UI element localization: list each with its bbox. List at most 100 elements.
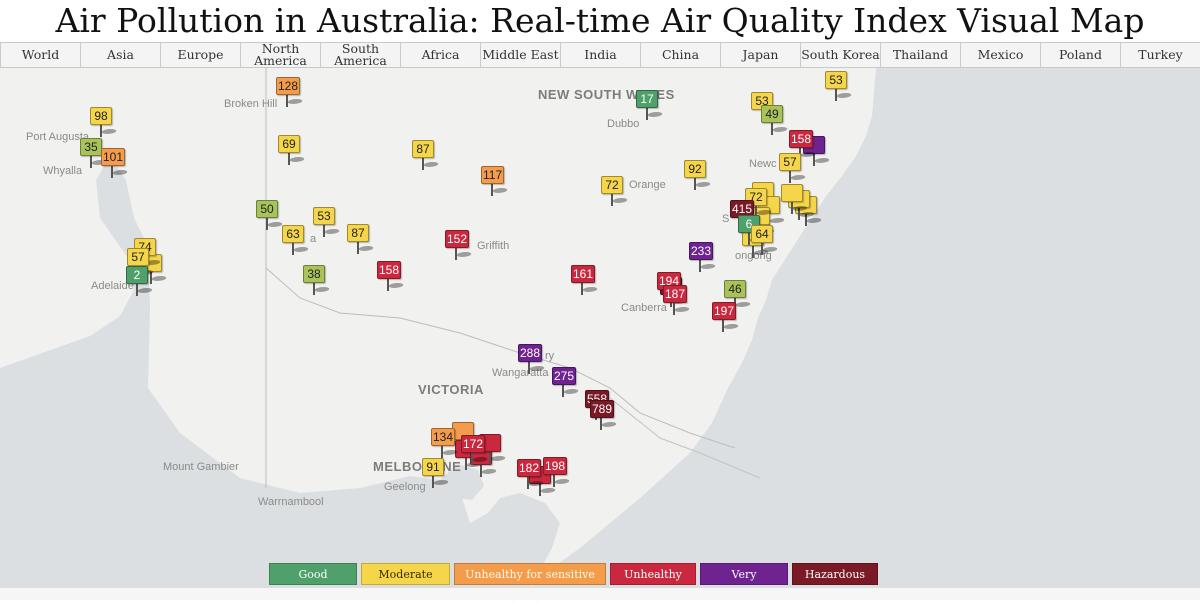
aqi-marker[interactable]: 187 <box>663 285 691 315</box>
aqi-marker[interactable]: 172 <box>461 435 489 465</box>
aqi-marker[interactable]: 233 <box>689 242 717 272</box>
page-title: Air Pollution in Australia: Real-time Ai… <box>55 1 1145 40</box>
aqi-marker[interactable]: 197 <box>712 302 740 332</box>
aqi-value: 49 <box>761 105 783 123</box>
tab-japan[interactable]: Japan <box>721 43 801 67</box>
aqi-value: 288 <box>518 344 543 362</box>
tab-africa[interactable]: Africa <box>401 43 481 67</box>
aqi-value: 233 <box>689 242 714 260</box>
aqi-marker[interactable]: 117 <box>481 166 509 196</box>
legend-unhealthy-sensitive[interactable]: Unhealthy for sensitive groups <box>454 563 606 603</box>
aqi-value: 72 <box>601 176 623 194</box>
aqi-value: 91 <box>422 458 444 476</box>
aqi-marker[interactable]: 53 <box>313 207 341 237</box>
tab-poland[interactable]: Poland <box>1041 43 1121 67</box>
aqi-marker-cluster[interactable] <box>781 184 809 214</box>
aqi-marker[interactable]: 50 <box>256 200 284 230</box>
aqi-marker[interactable]: 49 <box>761 105 789 135</box>
aqi-marker[interactable]: 35 <box>80 138 108 168</box>
aqi-value: 172 <box>461 435 486 453</box>
legend-moderate[interactable]: Moderate <box>361 563 450 585</box>
aqi-value: 275 <box>552 367 577 385</box>
aqi-marker[interactable]: 182 <box>517 459 545 489</box>
aqi-value: 63 <box>282 225 304 243</box>
aqi-value: 53 <box>825 71 847 89</box>
aqi-marker[interactable]: 288 <box>518 344 546 374</box>
place-griffith: Griffith <box>477 240 510 252</box>
aqi-value: 152 <box>445 230 470 248</box>
aqi-value: 17 <box>636 90 658 108</box>
aqi-value: 98 <box>90 107 112 125</box>
aqi-marker[interactable]: 161 <box>571 265 599 295</box>
aqi-marker[interactable]: 87 <box>347 224 375 254</box>
aqi-marker[interactable]: 38 <box>303 265 331 295</box>
aqi-marker[interactable]: 158 <box>377 261 405 291</box>
aqi-value: 197 <box>712 302 737 320</box>
tab-world[interactable]: World <box>0 43 81 67</box>
aqi-marker[interactable]: 63 <box>282 225 310 255</box>
ocean-south <box>0 156 560 588</box>
place-whyalla: Whyalla <box>43 165 83 177</box>
aqi-value: 57 <box>779 153 801 171</box>
aqi-marker[interactable]: 134 <box>431 428 459 458</box>
tab-india[interactable]: India <box>561 43 641 67</box>
aqi-marker[interactable]: 152 <box>445 230 473 260</box>
aqi-marker[interactable]: 17 <box>636 90 664 120</box>
aqi-value: 789 <box>590 400 615 418</box>
tab-south-america[interactable]: South America <box>321 43 401 67</box>
aqi-value: 38 <box>303 265 325 283</box>
place-orange: Orange <box>629 179 666 191</box>
aqi-value: 87 <box>412 140 434 158</box>
legend-hazardous[interactable]: Hazardous <box>792 563 878 585</box>
aqi-marker[interactable]: 92 <box>684 160 712 190</box>
place-geelong: Geelong <box>384 481 426 493</box>
aqi-value: 198 <box>543 457 568 475</box>
highway <box>609 397 761 479</box>
map-base <box>0 68 1200 588</box>
aqi-marker[interactable]: 198 <box>543 457 571 487</box>
aqi-value: 158 <box>789 130 814 148</box>
tab-europe[interactable]: Europe <box>161 43 241 67</box>
legend-unhealthy[interactable]: Unhealthy <box>610 563 696 585</box>
tab-south-korea[interactable]: South Korea <box>801 43 881 67</box>
aqi-map[interactable]: NEW SOUTH WALES VICTORIA Port Augusta Wh… <box>0 68 1200 588</box>
tab-thailand[interactable]: Thailand <box>881 43 961 67</box>
aqi-marker[interactable]: 57 <box>779 153 807 183</box>
legend-very-unhealthy[interactable]: Very Unhealthy <box>700 563 788 603</box>
aqi-marker[interactable]: 789 <box>590 400 618 430</box>
aqi-marker[interactable]: 128 <box>276 77 304 107</box>
aqi-value: 187 <box>663 285 688 303</box>
tab-north-america[interactable]: North America <box>241 43 321 67</box>
aqi-value: 158 <box>377 261 402 279</box>
region-tabs: World Asia Europe North America South Am… <box>0 42 1200 68</box>
legend-good[interactable]: Good <box>269 563 357 585</box>
tab-turkey[interactable]: Turkey <box>1138 47 1183 62</box>
aqi-marker[interactable]: 91 <box>422 458 450 488</box>
aqi-marker[interactable]: 69 <box>278 135 306 165</box>
place-mount-gambier: Mount Gambier <box>163 461 239 473</box>
aqi-marker[interactable]: 72 <box>601 176 629 206</box>
aqi-value: 50 <box>256 200 278 218</box>
aqi-marker[interactable]: 275 <box>552 367 580 397</box>
aqi-value: 134 <box>431 428 456 446</box>
aqi-marker[interactable]: 158 <box>789 130 817 160</box>
tab-china[interactable]: China <box>641 43 721 67</box>
place-sydney: S <box>722 213 730 225</box>
aqi-legend: Good Moderate Unhealthy for sensitive gr… <box>269 563 878 603</box>
tab-asia[interactable]: Asia <box>81 43 161 67</box>
aqi-marker[interactable]: 98 <box>90 107 118 137</box>
place-dubbo: Dubbo <box>607 118 640 130</box>
tab-middle-east[interactable]: Middle East <box>481 43 561 67</box>
tab-mexico[interactable]: Mexico <box>961 43 1041 67</box>
aqi-value: 69 <box>278 135 300 153</box>
aqi-marker[interactable]: 87 <box>412 140 440 170</box>
aqi-marker[interactable]: 2 <box>126 266 154 296</box>
place-canberra: Canberra <box>621 302 667 314</box>
aqi-marker[interactable]: 53 <box>825 71 853 101</box>
place-newcastle: Newc <box>749 158 777 170</box>
aqi-value: 128 <box>276 77 301 95</box>
aqi-marker[interactable]: 64 <box>751 225 779 255</box>
aqi-value: 2 <box>126 266 148 284</box>
place-adelaide: Adelaide <box>91 280 134 292</box>
aqi-marker[interactable]: 101 <box>101 148 129 178</box>
